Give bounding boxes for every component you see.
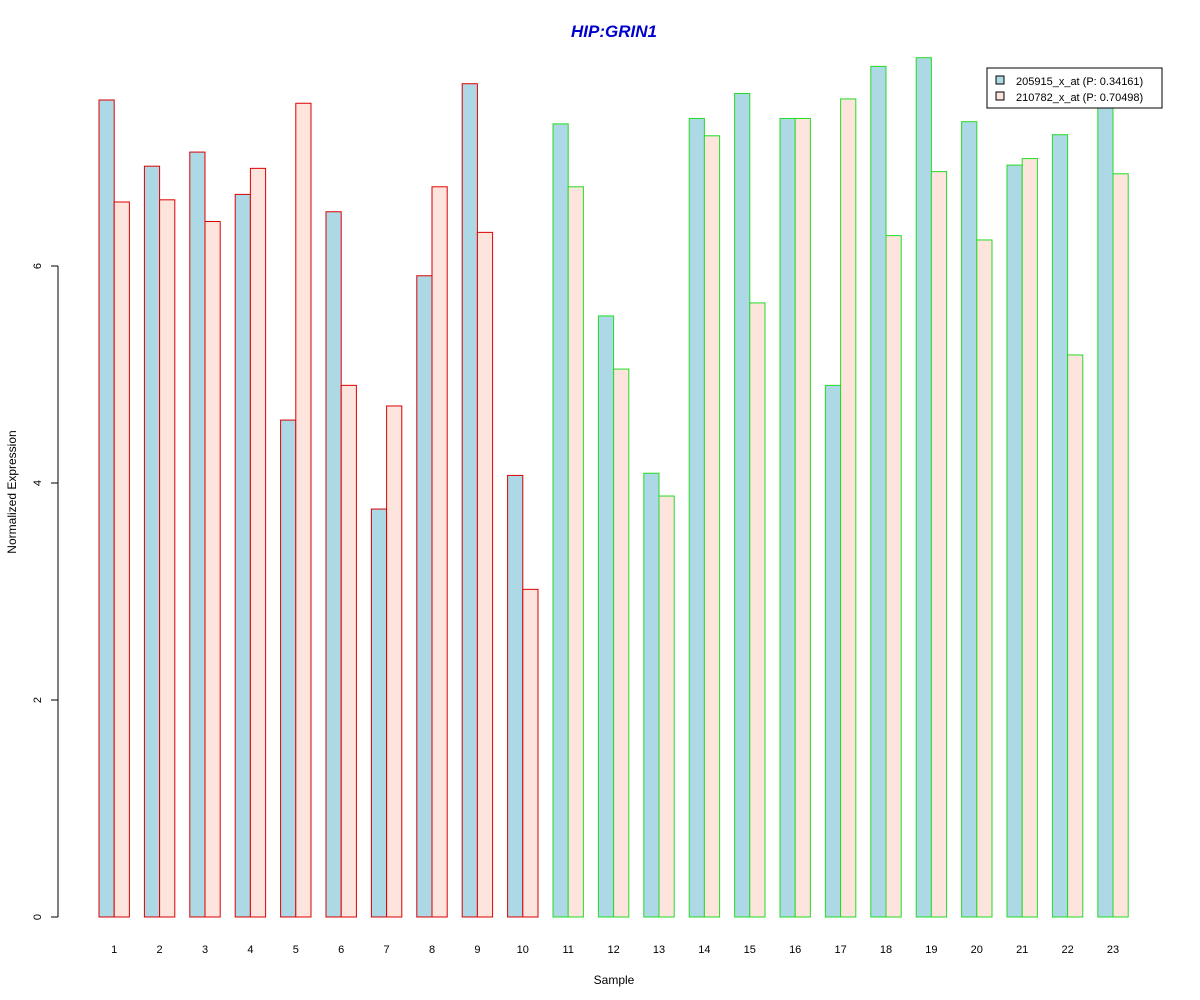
bar-sample-9-series-2 [476,231,494,918]
bars [98,57,1129,918]
bar-sample-10-series-1 [507,474,524,918]
bar-sample-15-series-2 [749,302,766,918]
bar-sample-16-series-2 [794,117,811,918]
y-tick-label: 4 [32,480,44,486]
bar-sample-15-series-1 [734,92,751,918]
bar-sample-23-series-2 [1112,173,1129,918]
bar-sample-8-series-1 [416,275,433,918]
bar-sample-18-series-2 [885,235,902,918]
bar-sample-21-series-1 [1006,164,1023,918]
bar-sample-3-series-2 [204,221,221,918]
bar-sample-12-series-1 [597,315,615,918]
bar-sample-2-series-1 [143,165,161,918]
x-tick-label: 20 [971,944,983,956]
bar-sample-13-series-1 [643,472,660,918]
x-tick-label: 3 [202,944,208,956]
bar-sample-6-series-1 [325,211,342,918]
bar-sample-6-series-2 [340,384,357,918]
x-tick-labels: 1 2 3 4 5 6 7 8 9 10 11 12 13 14 15 16 17 18 19 20 21 22 23 [111,944,1119,956]
bar-sample-16-series-1 [779,117,796,918]
bar-sample-10-series-2 [522,588,539,918]
y-tick-label: 6 [32,263,44,269]
bar-sample-4-series-2 [249,167,267,918]
x-tick-label: 18 [880,944,892,956]
y-tick-label: 2 [32,697,44,703]
bar-sample-5-series-1 [280,419,297,918]
bar-sample-8-series-2 [431,186,448,918]
legend: 205915_x_at (P: 0.34161) 210782_x_at (P:… [986,67,1163,109]
x-axis-label: Sample [594,973,635,987]
bar-sample-19-series-1 [915,57,932,918]
bar-sample-7-series-2 [386,405,403,918]
legend-box [986,67,1163,109]
x-tick-label: 5 [293,944,299,956]
bar-sample-22-series-2 [1067,354,1084,918]
bar-sample-4-series-1 [234,193,251,918]
x-tick-label: 10 [517,944,529,956]
bar-sample-11-series-1 [552,123,569,918]
x-tick-label: 12 [607,944,619,956]
x-tick-label: 13 [653,944,665,956]
x-tick-label: 19 [925,944,937,956]
bar-sample-14-series-1 [688,117,705,918]
x-tick-label: 2 [157,944,163,956]
bar-sample-1-series-2 [113,201,130,918]
legend-swatch-series-2 [995,91,1005,101]
bar-sample-11-series-2 [567,186,584,918]
x-tick-label: 8 [429,944,435,956]
x-tick-label: 4 [247,944,253,956]
x-tick-label: 17 [834,944,846,956]
x-tick-label: 16 [789,944,801,956]
chart-title: HIP:GRIN1 [571,22,657,41]
bar-sample-9-series-1 [461,83,478,918]
y-ticks: 0 2 4 6 [32,263,58,920]
x-tick-label: 23 [1107,944,1119,956]
x-tick-label: 14 [698,944,710,956]
bar-sample-19-series-2 [930,171,948,918]
y-axis-label: Normalized Expression [5,430,19,553]
legend-swatch-series-1 [995,75,1005,85]
x-tick-label: 6 [338,944,344,956]
bar-sample-23-series-1 [1097,103,1114,918]
bar-sample-2-series-2 [159,199,176,918]
bar-sample-1-series-1 [98,99,115,918]
bar-sample-20-series-2 [976,239,993,918]
x-tick-label: 21 [1016,944,1028,956]
x-tick-label: 1 [111,944,117,956]
bar-sample-7-series-1 [370,508,388,918]
y-tick-label: 0 [32,914,44,920]
bar-sample-3-series-1 [189,151,206,918]
bar-sample-5-series-2 [295,102,312,918]
bar-sample-17-series-1 [824,384,842,918]
bar-sample-20-series-1 [961,121,978,918]
x-tick-label: 7 [384,944,390,956]
bar-sample-18-series-1 [870,65,887,918]
bar-sample-13-series-2 [658,495,675,918]
legend-label-series-1: 205915_x_at (P: 0.34161) [1016,76,1143,88]
bar-sample-22-series-1 [1051,134,1069,918]
x-tick-label: 9 [474,944,480,956]
legend-label-series-2: 210782_x_at (P: 0.70498) [1016,92,1143,104]
x-tick-label: 22 [1061,944,1073,956]
bar-sample-21-series-2 [1021,158,1038,918]
x-tick-label: 15 [744,944,756,956]
bar-sample-12-series-2 [613,368,630,918]
x-tick-label: 11 [562,944,573,956]
bar-sample-14-series-2 [703,135,721,918]
bar-sample-17-series-2 [840,98,857,918]
y-axis: 0 2 4 6 [32,263,59,920]
